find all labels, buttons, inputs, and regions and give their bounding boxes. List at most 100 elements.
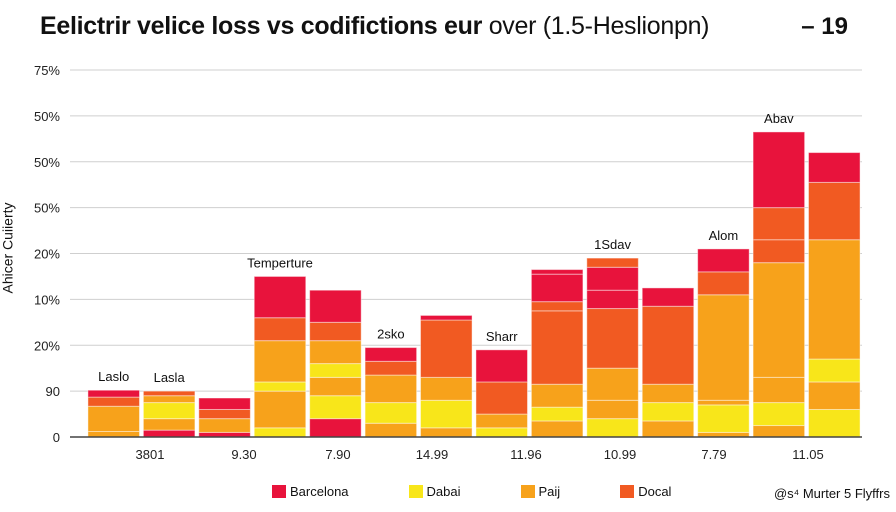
bar-segment: [808, 408, 861, 438]
bar-segment: [641, 287, 695, 307]
bar-segment: [530, 273, 584, 303]
bar-segment: [309, 363, 362, 378]
bar-segment: [364, 402, 418, 424]
bar-segment: [530, 301, 584, 312]
bar-segment: [586, 418, 639, 438]
legend-swatch-barcelona: [272, 485, 286, 498]
bar-segment: [752, 262, 806, 378]
bar-segment: [253, 427, 307, 438]
x-tick-label: 11.05: [792, 447, 824, 462]
bar-annotation: 2sko: [377, 327, 404, 342]
bar-segment: [752, 239, 806, 264]
legend-label-barcelona: Barcelona: [290, 484, 349, 499]
bar-segment: [641, 402, 695, 422]
bar-segment: [808, 358, 861, 383]
bar-segment: [641, 420, 695, 438]
legend-label-dabai: Dabai: [426, 484, 461, 499]
x-tick-label: 3801: [136, 447, 165, 462]
legend-swatch-dabai: [408, 485, 423, 498]
source-credit: @s⁴ Murter 5 Flyffrs: [773, 486, 890, 501]
bar-segment: [420, 314, 473, 321]
bar-segment: [142, 402, 196, 420]
bar-segment: [808, 181, 861, 241]
bar-segment: [87, 396, 140, 407]
legend-swatch-docal: [620, 485, 635, 498]
y-tick-label: 50%: [34, 155, 60, 170]
bar-segment: [697, 248, 750, 273]
legend-label-docal: Docal: [638, 484, 672, 499]
bar-segment: [808, 239, 861, 360]
bar-segment: [253, 317, 307, 342]
bar-segment: [697, 294, 750, 401]
bar-segment: [641, 383, 695, 404]
bar-segment: [142, 418, 196, 431]
bar-segment: [253, 275, 307, 319]
stacked-bar-chart: 0 90 20% 10% 20% 50% 50% 50% 75% 3801 9.30 7.90 14.9…: [34, 63, 862, 462]
bar-segment: [697, 399, 750, 406]
chart-title: Eelictrir velice loss vs codifictions eu…: [40, 12, 710, 41]
bar-segment: [253, 390, 307, 429]
bar-segment: [253, 381, 307, 392]
y-tick-label: 20%: [34, 338, 60, 353]
title-rest: over (1.5-Heslionpn): [482, 12, 710, 40]
x-tick-label: 11.96: [510, 447, 542, 462]
bar-segment: [309, 418, 362, 438]
bar-segment: [697, 271, 750, 296]
bar-segment: [530, 406, 584, 422]
y-tick-label: 90: [46, 384, 60, 399]
y-tick-label: 50%: [34, 109, 60, 124]
bar-segment: [142, 390, 196, 397]
bar-segment: [586, 367, 639, 401]
legend-label-paij: Paij: [538, 484, 561, 499]
bar-segment: [364, 422, 418, 438]
x-tick-label: 10.99: [604, 447, 637, 462]
bar-segment: [586, 308, 639, 369]
bar-annotation: Abav: [764, 111, 794, 126]
bar-segment: [475, 427, 528, 438]
bar-segment: [586, 266, 639, 291]
bar-segment: [475, 381, 528, 415]
bar-segment: [586, 399, 639, 420]
bar-annotation: Laslo: [98, 369, 129, 384]
legend-item-dabai: Dabai: [408, 484, 461, 499]
bar-annotation: Alom: [709, 228, 739, 243]
bar-segment: [586, 257, 639, 268]
bar-segment: [309, 376, 362, 397]
bar-segment: [87, 405, 140, 432]
bar-segment: [530, 420, 584, 438]
bar-segment: [420, 399, 473, 429]
x-tick-label: 7.79: [701, 447, 726, 462]
bar-segment: [530, 383, 584, 408]
bar-segment: [808, 152, 861, 183]
bar-annotation: Lasla: [154, 370, 186, 385]
x-tick-label: 7.90: [325, 447, 350, 462]
y-tick-label: 0: [53, 430, 60, 445]
bar-segment: [87, 430, 140, 438]
bar-segment: [198, 397, 251, 410]
y-tick-label: 75%: [34, 63, 60, 78]
y-tick-label: 10%: [34, 292, 60, 307]
y-tick-label: 50%: [34, 201, 60, 216]
bar-segment: [198, 418, 251, 433]
bar-segment: [309, 395, 362, 420]
bar-segment: [87, 389, 140, 398]
x-tick-label: 9.30: [231, 447, 256, 462]
badge-number: – 19: [801, 13, 848, 40]
bar-annotation: Sharr: [486, 329, 518, 344]
bar-segment: [420, 376, 473, 401]
x-tick-label: 14.99: [416, 447, 449, 462]
legend-item-docal: Docal: [620, 484, 671, 499]
bar-segment: [586, 289, 639, 310]
bar-segment: [752, 425, 806, 438]
bar-segment: [309, 289, 362, 323]
bar-segment: [309, 340, 362, 365]
bar-segment: [420, 319, 473, 378]
legend-item-paij: Paij: [520, 484, 561, 499]
bar-segment: [475, 349, 528, 383]
bar-segment: [198, 408, 251, 420]
bar-segment: [752, 402, 806, 427]
bar-segment: [142, 395, 196, 404]
bar-segment: [253, 340, 307, 383]
bar-segment: [530, 269, 584, 275]
bar-segment: [142, 429, 196, 438]
